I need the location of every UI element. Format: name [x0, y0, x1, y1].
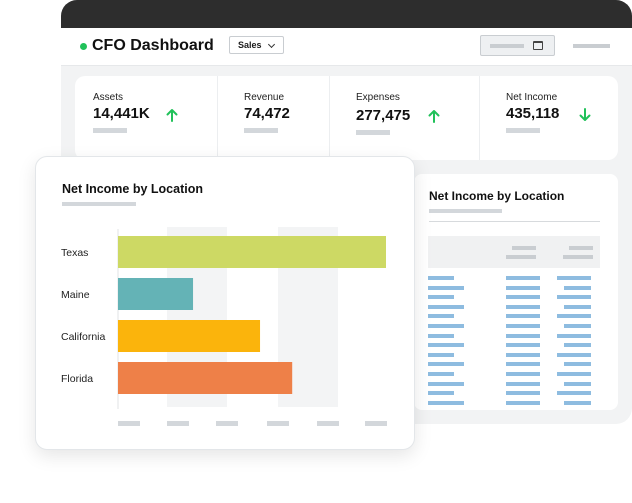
x-tick-placeholder [365, 421, 387, 426]
table-cell-placeholder [557, 314, 591, 319]
side-card-subtitle-placeholder [429, 209, 502, 213]
bar-florida[interactable] [118, 362, 293, 394]
kpi-divider [217, 76, 218, 160]
header-placeholder [569, 246, 593, 250]
kpi-sub-placeholder [244, 128, 278, 133]
divider [429, 221, 600, 222]
table-cell-placeholder [506, 372, 540, 376]
kpi-sub-placeholder [93, 128, 127, 133]
x-tick-placeholder [317, 421, 339, 426]
table-cell-placeholder [564, 381, 591, 386]
table-cell-placeholder [428, 314, 454, 319]
arrow-up-icon [428, 110, 440, 123]
window-titlebar [61, 0, 632, 28]
table-cell-placeholder [506, 362, 540, 367]
bar-chart: Texas Maine California Florida [61, 227, 387, 426]
category-label: California [61, 331, 106, 343]
table-cell-placeholder [506, 276, 540, 280]
kpi-label: Expenses [356, 92, 400, 103]
net-income-chart-card: Net Income by Location Texas Maine Califor… [35, 156, 415, 450]
table-cell-placeholder [564, 362, 591, 367]
table-cell-placeholder [564, 304, 591, 309]
table-cell-placeholder [428, 372, 454, 376]
table-cell-placeholder [428, 333, 454, 338]
bar-california[interactable] [118, 320, 261, 352]
table-cell-placeholder [428, 362, 464, 367]
table-cell-placeholder [506, 295, 540, 300]
table-cell-placeholder [564, 343, 591, 348]
table-cell-placeholder [557, 295, 591, 300]
table-cell-placeholder [557, 352, 591, 357]
table-cell-placeholder [557, 372, 591, 376]
kpi-label: Assets [93, 92, 124, 103]
bar-texas[interactable] [118, 236, 386, 268]
kpi-label: Net Income [506, 92, 558, 103]
table-cell-placeholder [506, 285, 540, 290]
arrow-up-icon [166, 109, 178, 122]
table-cell-placeholder [506, 314, 540, 319]
table-cell-placeholder [557, 391, 591, 396]
bar-maine[interactable] [118, 278, 194, 310]
table-cell-placeholder [428, 304, 464, 309]
kpi-sub-placeholder [356, 130, 390, 135]
location-table-card: Net Income by Location [414, 174, 618, 410]
kpi-divider [479, 76, 480, 160]
table-cell-placeholder [506, 381, 540, 386]
kpi-value: 14,441K [93, 105, 150, 122]
table-cell-placeholder [428, 276, 454, 280]
date-picker[interactable] [480, 35, 555, 56]
kpi-value: 74,472 [244, 105, 290, 122]
table-cell-placeholder [557, 276, 591, 280]
table-cell-placeholder [564, 324, 591, 328]
table-cell-placeholder [506, 324, 540, 328]
table-cell-placeholder [428, 324, 464, 328]
chart-title: Net Income by Location [62, 182, 203, 196]
kpi-label: Revenue [244, 92, 285, 103]
header-placeholder [506, 255, 536, 259]
x-tick-placeholder [118, 421, 140, 426]
dropdown-selected-label: Sales [238, 40, 262, 50]
table-cell-placeholder [428, 352, 454, 357]
table-cell-placeholder [428, 285, 464, 290]
chevron-down-icon [267, 40, 276, 49]
kpi-divider [329, 76, 330, 160]
table-cell-placeholder [506, 333, 540, 338]
table-cell-placeholder [557, 333, 591, 338]
table-cell-placeholder [506, 304, 540, 309]
kpi-sub-placeholder [506, 128, 540, 133]
side-card-title: Net Income by Location [429, 189, 565, 203]
calendar-icon [533, 41, 543, 50]
table-cell-placeholder [428, 381, 464, 386]
category-label: Texas [61, 247, 88, 259]
header-placeholder [563, 255, 593, 259]
top-bar: CFO Dashboard Sales [61, 28, 632, 66]
x-tick-placeholder [267, 421, 289, 426]
table-cell-placeholder [506, 391, 540, 396]
date-placeholder [490, 44, 524, 48]
table-cell-placeholder [428, 400, 464, 405]
table-cell-placeholder [428, 343, 464, 348]
table-cell-placeholder [506, 400, 540, 405]
arrow-down-icon [579, 108, 591, 121]
table-cell-placeholder [506, 352, 540, 357]
kpi-value: 277,475 [356, 107, 411, 124]
table-cell-placeholder [506, 343, 540, 348]
kpi-value: 435,118 [506, 105, 560, 122]
user-menu-placeholder[interactable] [573, 44, 610, 48]
table-cell-placeholder [564, 285, 591, 290]
header-placeholder [512, 246, 536, 250]
app-title: CFO Dashboard [92, 37, 214, 54]
sales-dropdown[interactable]: Sales [229, 36, 284, 54]
category-label: Florida [61, 373, 93, 385]
kpi-row: Assets 14,441K Revenue 74,472 Expenses 2… [75, 76, 618, 160]
table-header [428, 236, 600, 268]
table-cell-placeholder [564, 400, 591, 405]
x-tick-placeholder [167, 421, 189, 426]
x-tick-placeholder [216, 421, 238, 426]
table-cell-placeholder [428, 391, 454, 396]
chart-subtitle-placeholder [62, 202, 136, 206]
category-label: Maine [61, 289, 90, 301]
status-dot-icon [80, 43, 87, 50]
table-cell-placeholder [428, 295, 454, 300]
